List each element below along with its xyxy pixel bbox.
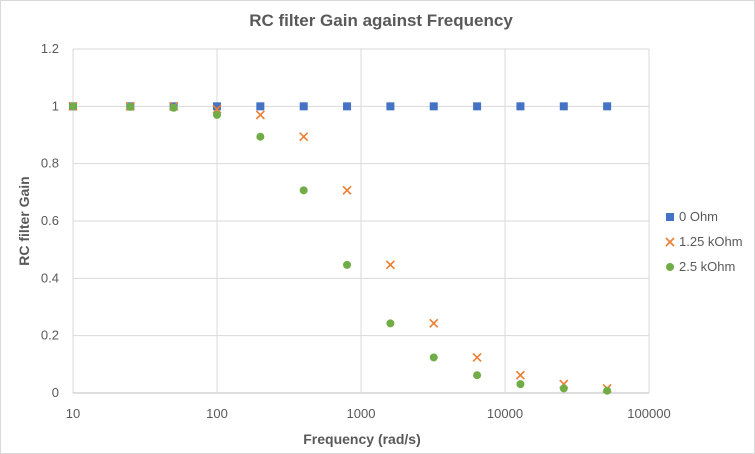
data-point — [213, 102, 221, 111]
data-point — [429, 102, 438, 111]
data-point — [299, 132, 309, 142]
y-tick-label: 0.2 — [41, 328, 59, 343]
data-point — [516, 102, 525, 111]
legend-entry: 1.25 kOhm — [679, 234, 743, 249]
data-point — [559, 102, 568, 111]
data-point — [429, 318, 439, 328]
data-point — [256, 102, 265, 111]
data-points — [68, 101, 612, 395]
data-point — [343, 102, 352, 111]
x-tick-label: 100 — [206, 406, 228, 421]
legend: 0 Ohm 1.25 kOhm 2.5 kOhm — [665, 209, 743, 274]
x-tick-label: 100000 — [627, 406, 670, 421]
x-tick-label: 1000 — [347, 406, 376, 421]
y-tick-label: 0.6 — [41, 213, 59, 228]
data-point — [472, 352, 482, 363]
x-tick-label: 10 — [66, 406, 80, 421]
data-point — [473, 102, 482, 111]
data-point — [169, 103, 178, 112]
data-point — [473, 371, 482, 380]
data-point — [603, 102, 612, 111]
legend-entry: 0 Ohm — [679, 209, 718, 224]
y-tick-label: 0.4 — [41, 270, 59, 285]
y-tick-label: 0 — [52, 385, 59, 400]
x-axis-title: Frequency (rad/s) — [303, 431, 420, 447]
data-point — [516, 380, 525, 389]
tick-labels: 0 0.2 0.4 0.6 0.8 1 1.2 10 100 1000 10000 100000 — [41, 41, 671, 421]
series-2 — [69, 102, 612, 395]
series-1 — [68, 101, 612, 393]
data-point — [343, 260, 352, 269]
data-point — [126, 102, 135, 111]
gridlines — [72, 48, 650, 394]
data-point — [386, 102, 395, 111]
data-point — [515, 370, 526, 380]
data-point — [386, 319, 395, 328]
data-point — [213, 110, 221, 119]
data-point — [299, 102, 308, 111]
data-point — [385, 260, 395, 270]
legend-marker — [666, 263, 674, 271]
y-axis-title: RC filter Gain — [16, 176, 32, 265]
data-point — [255, 110, 265, 120]
data-point — [299, 186, 308, 195]
legend-entry: 2.5 kOhm — [679, 259, 735, 274]
legend-marker — [665, 237, 675, 247]
y-tick-label: 1 — [52, 98, 59, 113]
data-point — [603, 386, 612, 395]
data-point — [559, 384, 568, 393]
data-point — [212, 104, 222, 114]
y-tick-label: 0.8 — [41, 156, 59, 171]
chart-title: RC filter Gain against Frequency — [249, 11, 513, 30]
y-tick-label: 1.2 — [41, 41, 59, 56]
data-point — [69, 102, 77, 111]
data-point — [429, 353, 438, 362]
data-point — [256, 132, 265, 141]
legend-marker — [666, 213, 674, 221]
x-tick-label: 10000 — [487, 406, 523, 421]
data-point — [342, 185, 352, 195]
